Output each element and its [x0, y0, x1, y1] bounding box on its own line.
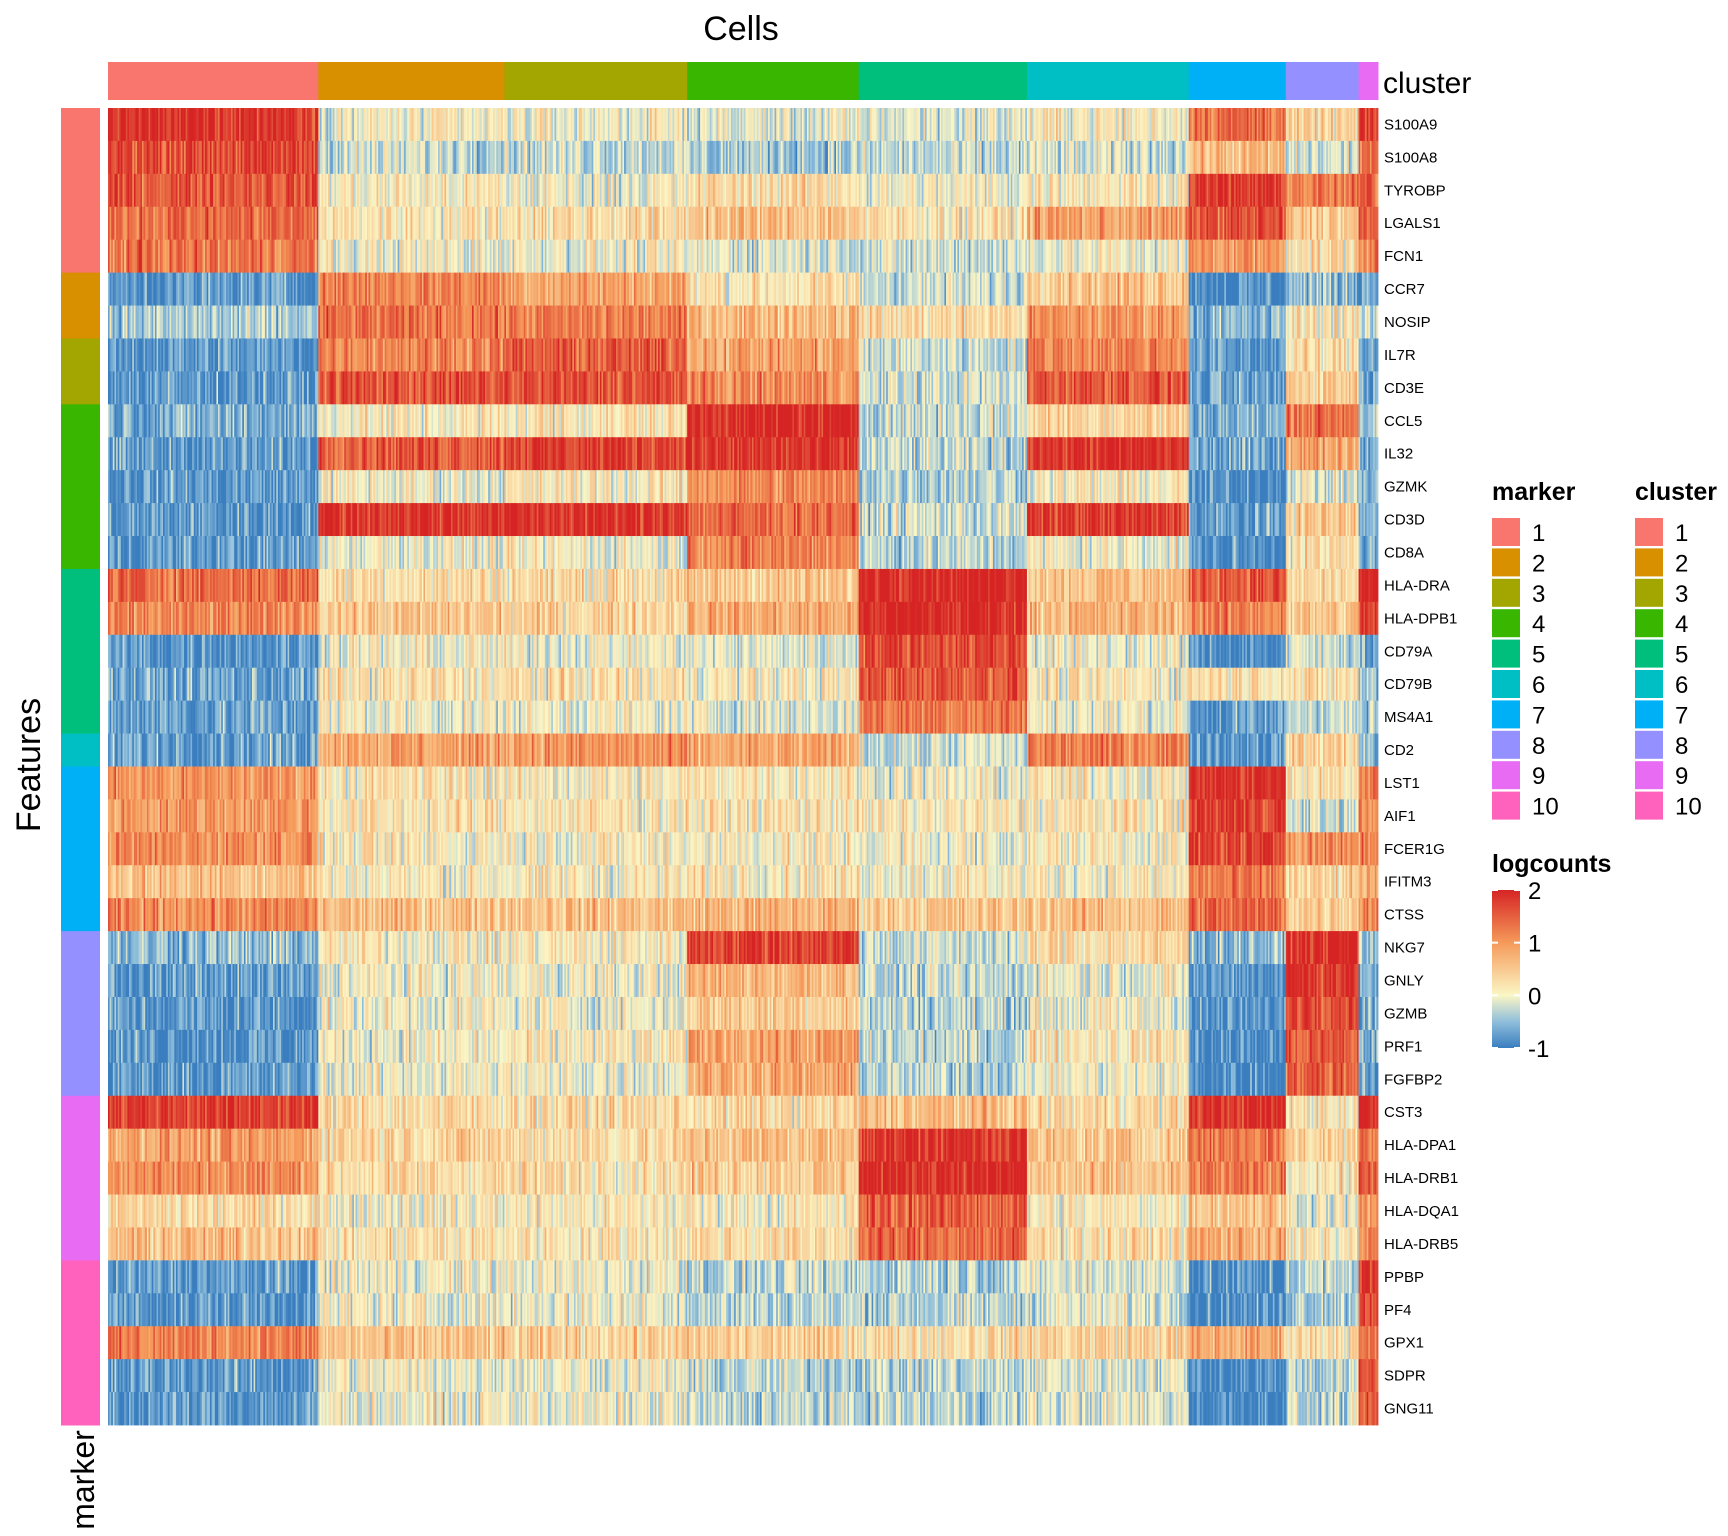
marker-bar-3	[61, 338, 100, 404]
cluster-bar-5	[859, 62, 1028, 100]
cluster-bar-2	[318, 62, 505, 100]
cluster-bar-3	[504, 62, 687, 100]
cluster-bar-8	[1286, 62, 1359, 100]
marker-bar-1	[61, 108, 100, 273]
heatmap-row-S100A8	[108, 141, 1378, 174]
heatmap-row-S100A9	[108, 108, 1378, 141]
heatmap-row-LGALS1	[108, 207, 1378, 240]
heatmap-row-TYROBP	[108, 174, 1378, 207]
cluster-bar-7	[1189, 62, 1287, 100]
marker-annotation-bar	[61, 108, 100, 1426]
heatmap-cell	[1376, 141, 1378, 174]
cluster-annotation-bar	[108, 62, 1379, 100]
marker-bar-2	[61, 273, 100, 339]
marker-bar-7	[61, 767, 100, 932]
column-annotation-label: cluster	[1383, 67, 1471, 100]
cluster-bar-1	[108, 62, 319, 100]
heatmap-chart: Cells cluster Features marker S100A9S100…	[0, 0, 1728, 1536]
cluster-bar-4	[687, 62, 859, 100]
marker-bar-10	[61, 1260, 100, 1425]
marker-bar-6	[61, 734, 100, 767]
cluster-bar-6	[1027, 62, 1189, 100]
marker-bar-5	[61, 569, 100, 734]
chart-title: Cells	[703, 10, 779, 48]
marker-bar-9	[61, 1096, 100, 1261]
heatmap-cells	[108, 108, 1378, 1425]
row-annotation-label: marker	[65, 1430, 101, 1530]
heatmap-cell	[1376, 108, 1378, 141]
cluster-bar-9	[1359, 62, 1379, 100]
marker-bar-8	[61, 931, 100, 1096]
marker-bar-4	[61, 404, 100, 569]
heatmap-cell	[1376, 174, 1378, 207]
y-axis-label: Features	[10, 698, 48, 832]
